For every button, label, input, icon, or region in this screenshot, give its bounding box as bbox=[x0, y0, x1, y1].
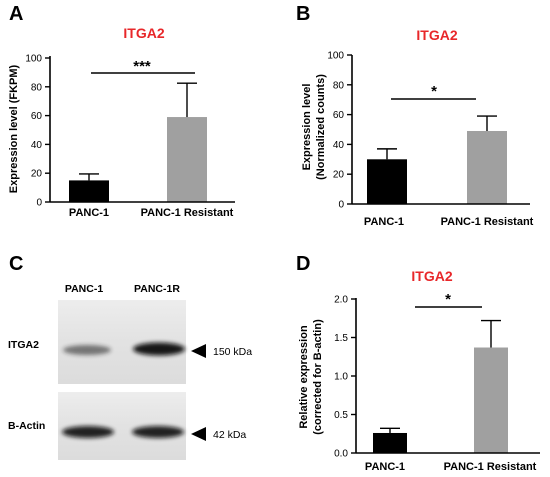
blot-arrow-icon-itga2 bbox=[191, 344, 206, 358]
blot-band-itga2-panc1r bbox=[133, 342, 185, 356]
chart-a-significance: *** bbox=[133, 58, 151, 75]
chart-a-ytick-label: 20 bbox=[31, 169, 43, 180]
blot-size-itga2: 150 kDa bbox=[213, 346, 252, 358]
chart-d-significance: * bbox=[445, 291, 451, 308]
chart-b-ytick-label: 60 bbox=[333, 110, 345, 121]
chart-d-bars bbox=[373, 319, 508, 453]
panel-letter-d: D bbox=[296, 253, 310, 275]
chart-a-ytick-label: 80 bbox=[31, 82, 43, 93]
chart-b-ytick-label: 80 bbox=[333, 80, 345, 91]
chart-d-ytick-label: 0.0 bbox=[334, 449, 348, 460]
blot-band-bactin-panc1r bbox=[132, 426, 184, 438]
chart-d-ytick-label: 1.5 bbox=[334, 333, 348, 344]
chart-d-yticks: 0.0 0.5 1.0 1.5 2.0 bbox=[334, 295, 356, 460]
chart-b-ylabel-line1: Expression level bbox=[301, 84, 313, 171]
chart-b-bar-1 bbox=[467, 130, 507, 204]
chart-d: ITGA2 Relative expression (corrected for… bbox=[298, 268, 540, 473]
chart-b-ytick-label: 40 bbox=[333, 140, 345, 151]
chart-a-yticks: 0 20 40 60 80 100 bbox=[25, 54, 50, 209]
blot-arrow-icon-bactin bbox=[191, 427, 206, 441]
blot-membrane-itga2 bbox=[58, 300, 186, 384]
chart-a-title: ITGA2 bbox=[123, 25, 164, 41]
chart-d-ytick-label: 1.0 bbox=[334, 372, 348, 383]
chart-b-title: ITGA2 bbox=[416, 27, 457, 43]
chart-d-ylabel-line2: (corrected for B-actin) bbox=[312, 319, 324, 435]
chart-d-ytick-label: 2.0 bbox=[334, 295, 348, 306]
chart-a-ytick-label: 40 bbox=[31, 140, 43, 151]
chart-d-bar-1 bbox=[474, 347, 508, 453]
panel-letter-a: A bbox=[9, 3, 23, 25]
blot-lane-label-0: PANC-1 bbox=[65, 283, 103, 295]
chart-d-category-1: PANC-1 Resistant bbox=[444, 461, 537, 473]
chart-a-category-0: PANC-1 bbox=[69, 207, 109, 219]
western-blot: PANC-1 PANC-1R ITGA2 B-Actin 150 kDa 42 … bbox=[8, 283, 252, 460]
blot-lane-label-1: PANC-1R bbox=[134, 283, 180, 295]
chart-d-bar-0 bbox=[373, 432, 407, 453]
chart-a-ytick-label: 100 bbox=[25, 54, 42, 65]
chart-a-bar-0 bbox=[69, 180, 109, 202]
chart-b-yticks: 0 20 40 60 80 100 bbox=[327, 51, 352, 211]
panel-letter-c: C bbox=[9, 253, 23, 275]
chart-b-ytick-label: 100 bbox=[327, 51, 344, 62]
chart-b-category-0: PANC-1 bbox=[364, 216, 404, 228]
chart-b-bars bbox=[367, 115, 507, 204]
blot-row-label-bactin: B-Actin bbox=[8, 420, 45, 432]
blot-size-bactin: 42 kDa bbox=[213, 429, 246, 441]
chart-a-ytick-label: 60 bbox=[31, 111, 43, 122]
panel-letter-b: B bbox=[296, 3, 310, 25]
chart-b-ylabel-line2: (Normalized counts) bbox=[315, 74, 327, 180]
chart-b-category-1: PANC-1 Resistant bbox=[441, 216, 534, 228]
chart-a-category-1: PANC-1 Resistant bbox=[141, 207, 234, 219]
blot-membrane-bactin bbox=[58, 392, 186, 460]
chart-b-ytick-label: 0 bbox=[338, 200, 344, 211]
chart-b-bar-0 bbox=[367, 159, 407, 204]
chart-d-category-0: PANC-1 bbox=[365, 461, 405, 473]
chart-b-significance: * bbox=[431, 83, 437, 100]
chart-a: ITGA2 Expression level (FKPM) 0 20 40 60 80 1… bbox=[8, 25, 235, 219]
chart-b: ITGA2 Expression level (Normalized count… bbox=[301, 27, 534, 228]
chart-a-bar-1 bbox=[167, 117, 207, 202]
chart-b-ytick-label: 20 bbox=[333, 170, 345, 181]
chart-a-bars bbox=[69, 82, 207, 202]
chart-a-ytick-label: 0 bbox=[36, 198, 42, 209]
chart-d-ylabel-line1: Relative expression bbox=[298, 325, 310, 429]
blot-band-itga2-panc1 bbox=[63, 345, 111, 355]
chart-d-ytick-label: 0.5 bbox=[334, 410, 348, 421]
chart-d-title: ITGA2 bbox=[411, 268, 452, 284]
blot-row-label-itga2: ITGA2 bbox=[8, 339, 39, 351]
blot-band-bactin-panc1 bbox=[62, 426, 114, 438]
chart-a-ylabel: Expression level (FKPM) bbox=[8, 64, 20, 193]
